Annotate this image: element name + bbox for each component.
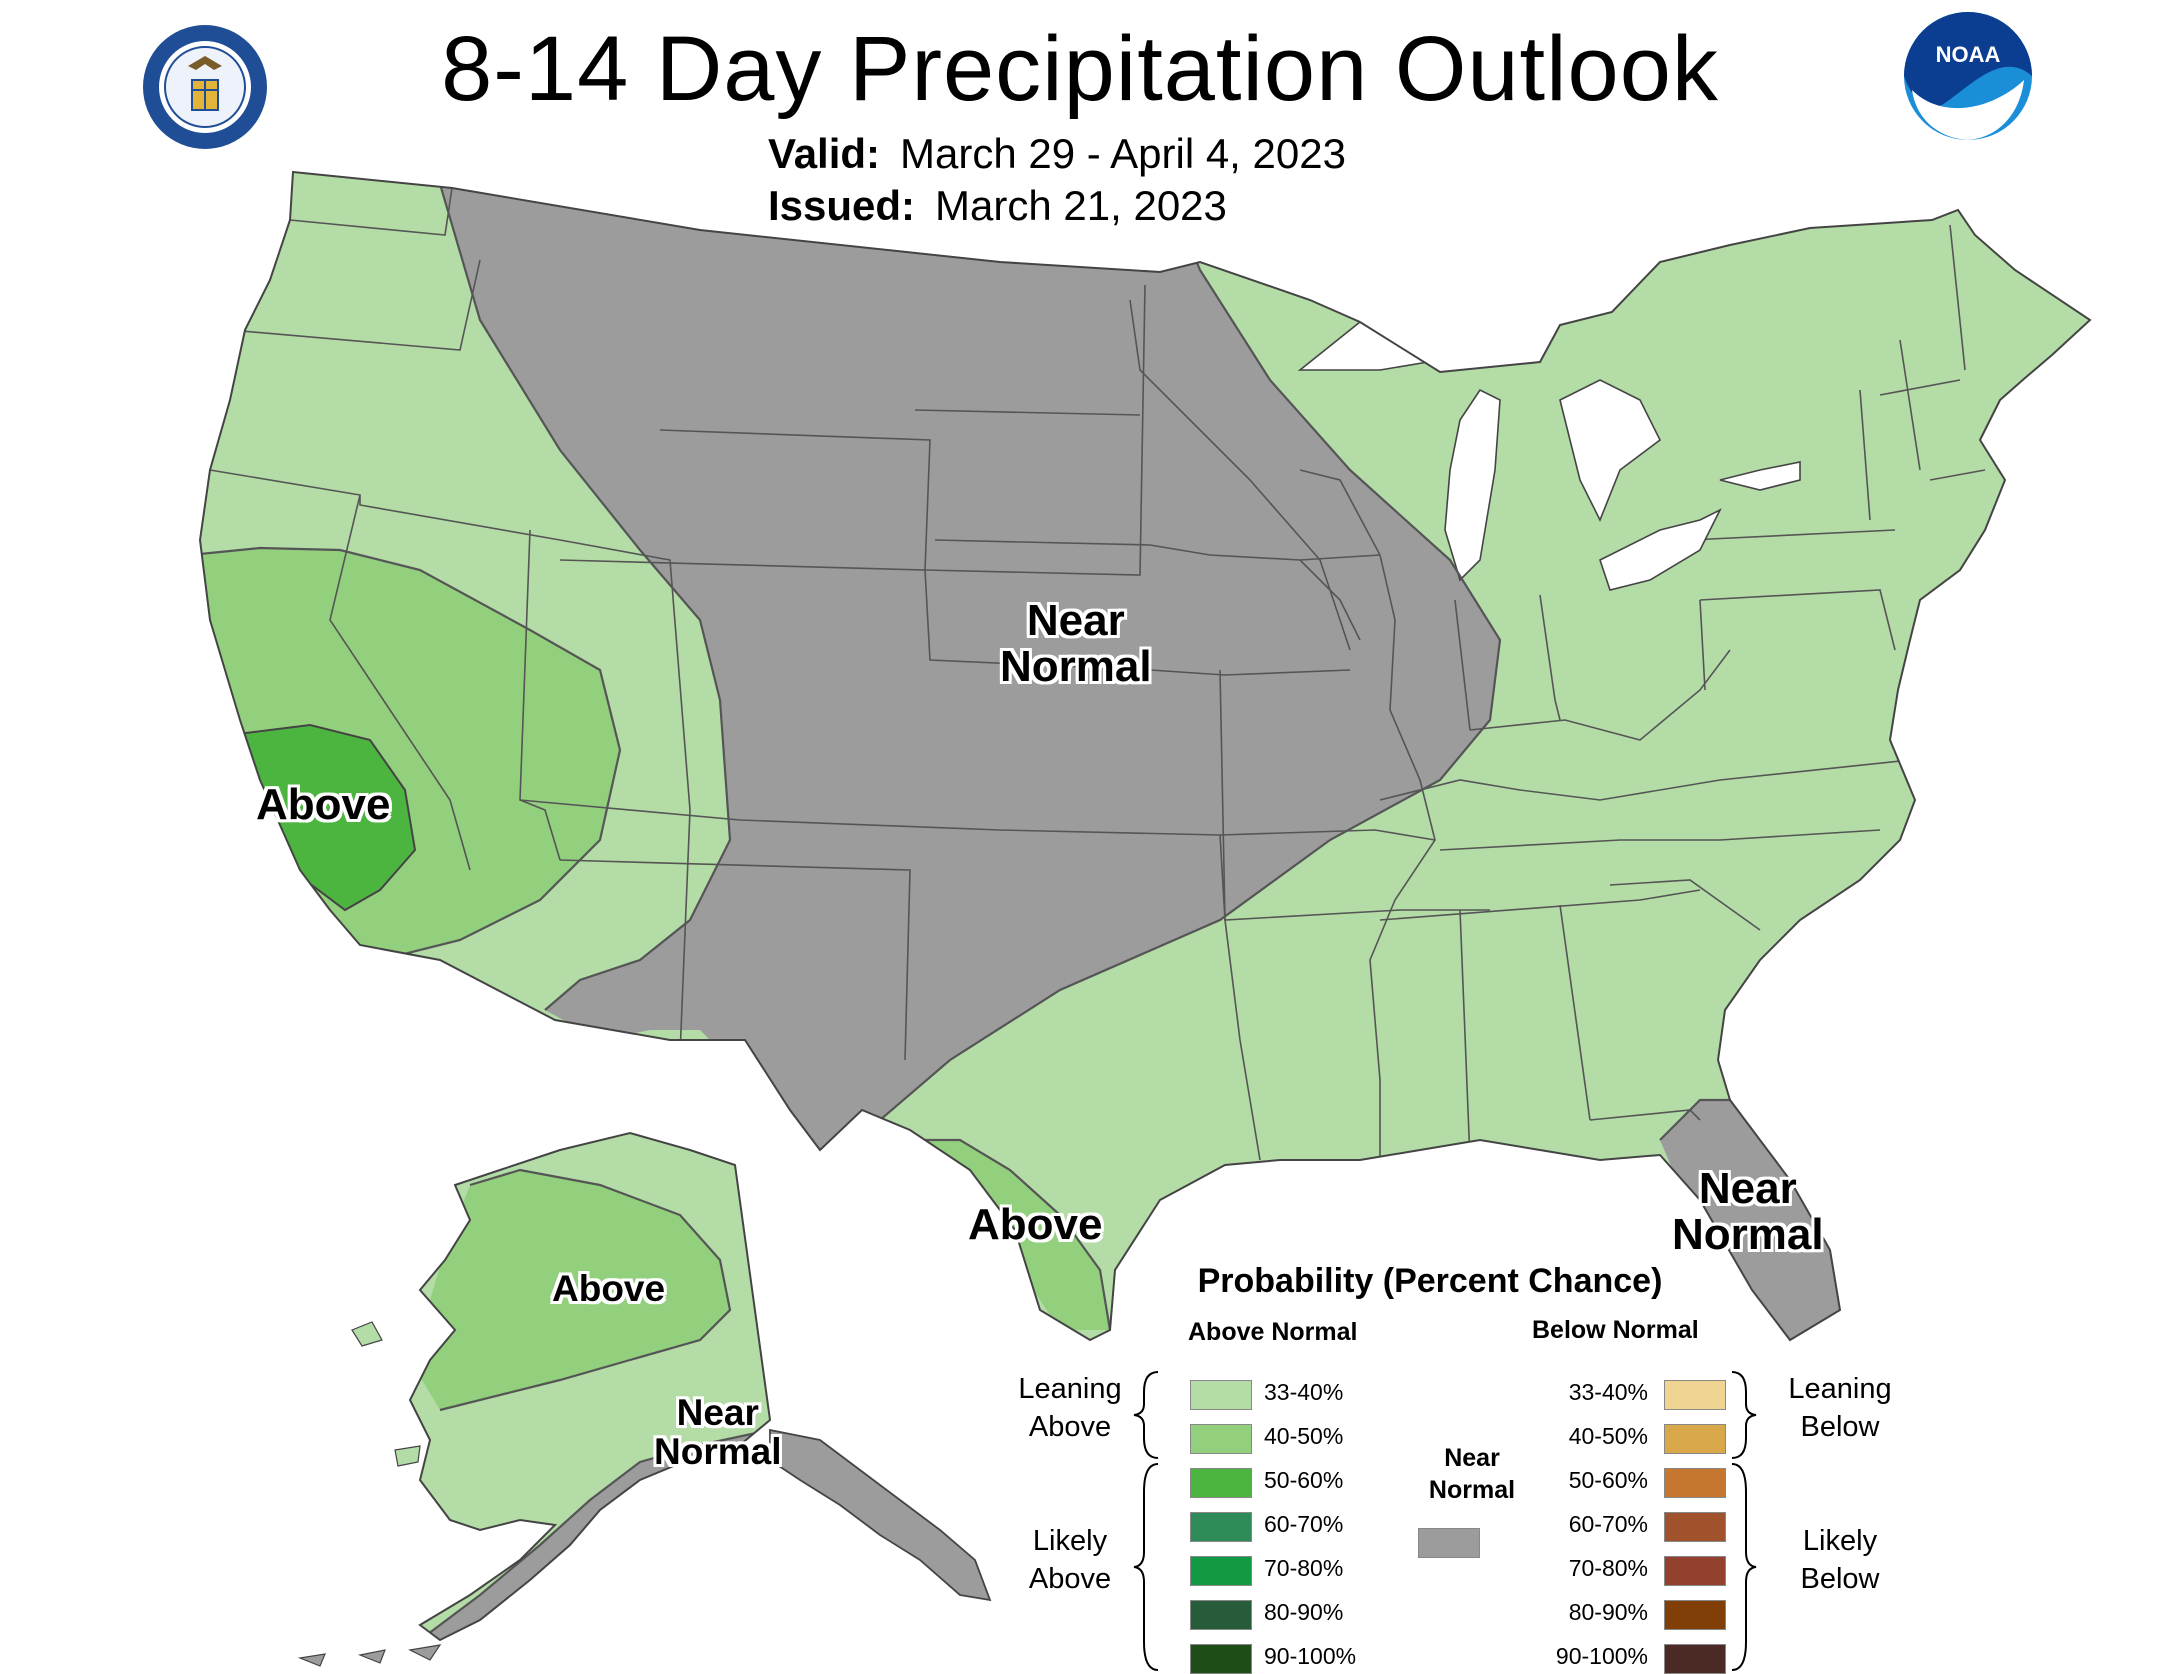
- issued-value: March 21, 2023: [935, 182, 1227, 229]
- label-florida-near-normal: Near Normal: [1672, 1164, 1824, 1260]
- legend-leaning-below: Leaning Below: [1788, 1373, 1892, 1443]
- label-alaska-near-normal: Near Normal: [654, 1392, 782, 1472]
- above-bin-swatch: [1190, 1380, 1252, 1410]
- above-bin-label: 40-50%: [1264, 1423, 1344, 1449]
- below-bin-swatch: [1664, 1556, 1726, 1586]
- department-of-commerce-seal: [143, 25, 267, 149]
- legend-near-normal: Near Normal: [1428, 1444, 1516, 1504]
- above-bin-label: 80-90%: [1264, 1599, 1344, 1625]
- legend-title: Probability (Percent Chance): [1197, 1262, 1663, 1300]
- brace-leaning-below: [1731, 1371, 1757, 1459]
- below-bin-swatch: [1664, 1644, 1726, 1674]
- legend-likely-above: Likely Above: [1028, 1525, 1112, 1595]
- above-bin-swatch: [1190, 1424, 1252, 1454]
- below-bin-label: 70-80%: [1568, 1555, 1648, 1581]
- label-west-above: Above: [256, 780, 391, 829]
- below-bin-swatch: [1664, 1468, 1726, 1498]
- legend-above-header: Above Normal: [1188, 1318, 1358, 1346]
- above-bin-label: 60-70%: [1264, 1511, 1344, 1537]
- valid-label: Valid:: [768, 130, 881, 177]
- label-texas-above: Above: [968, 1200, 1103, 1249]
- above-bin-label: 50-60%: [1264, 1467, 1344, 1493]
- above-bin-swatch: [1190, 1600, 1252, 1630]
- below-bin-label: 90-100%: [1555, 1643, 1648, 1669]
- brace-likely-below: [1731, 1463, 1757, 1671]
- below-bin-label: 60-70%: [1568, 1511, 1648, 1537]
- below-bin-label: 50-60%: [1568, 1467, 1648, 1493]
- noaa-logo: NOAA: [1904, 12, 2032, 140]
- label-conus-near-normal: Near Normal: [1000, 596, 1152, 692]
- legend-likely-below: Likely Below: [1800, 1525, 1880, 1595]
- above-bin-swatch: [1190, 1468, 1252, 1498]
- brace-likely-above: [1133, 1463, 1159, 1671]
- above-bin-swatch: [1190, 1556, 1252, 1586]
- label-alaska-above: Above: [552, 1268, 666, 1309]
- below-bin-label: 80-90%: [1568, 1599, 1648, 1625]
- date-block: Valid: March 29 - April 4, 2023 Issued: Ma…: [768, 128, 1346, 232]
- below-bin-swatch: [1664, 1600, 1726, 1630]
- below-bin-swatch: [1664, 1380, 1726, 1410]
- legend-near-normal-swatch: [1418, 1528, 1480, 1558]
- below-bin-swatch: [1664, 1424, 1726, 1454]
- below-bin-label: 33-40%: [1568, 1379, 1648, 1405]
- above-bin-swatch: [1190, 1512, 1252, 1542]
- noaa-logo-text: NOAA: [1936, 42, 2001, 67]
- legend-below-header: Below Normal: [1532, 1316, 1699, 1344]
- below-bin-label: 40-50%: [1568, 1423, 1648, 1449]
- map-title: 8-14 Day Precipitation Outlook: [441, 18, 1719, 120]
- below-bin-swatch: [1664, 1512, 1726, 1542]
- above-bin-label: 33-40%: [1264, 1379, 1344, 1405]
- above-bin-label: 70-80%: [1264, 1555, 1344, 1581]
- brace-leaning-above: [1133, 1371, 1159, 1459]
- issued-label: Issued:: [768, 182, 916, 229]
- valid-value: March 29 - April 4, 2023: [900, 130, 1346, 177]
- legend-leaning-above: Leaning Above: [1018, 1373, 1122, 1443]
- above-bin-label: 90-100%: [1264, 1643, 1357, 1669]
- above-bin-swatch: [1190, 1644, 1252, 1674]
